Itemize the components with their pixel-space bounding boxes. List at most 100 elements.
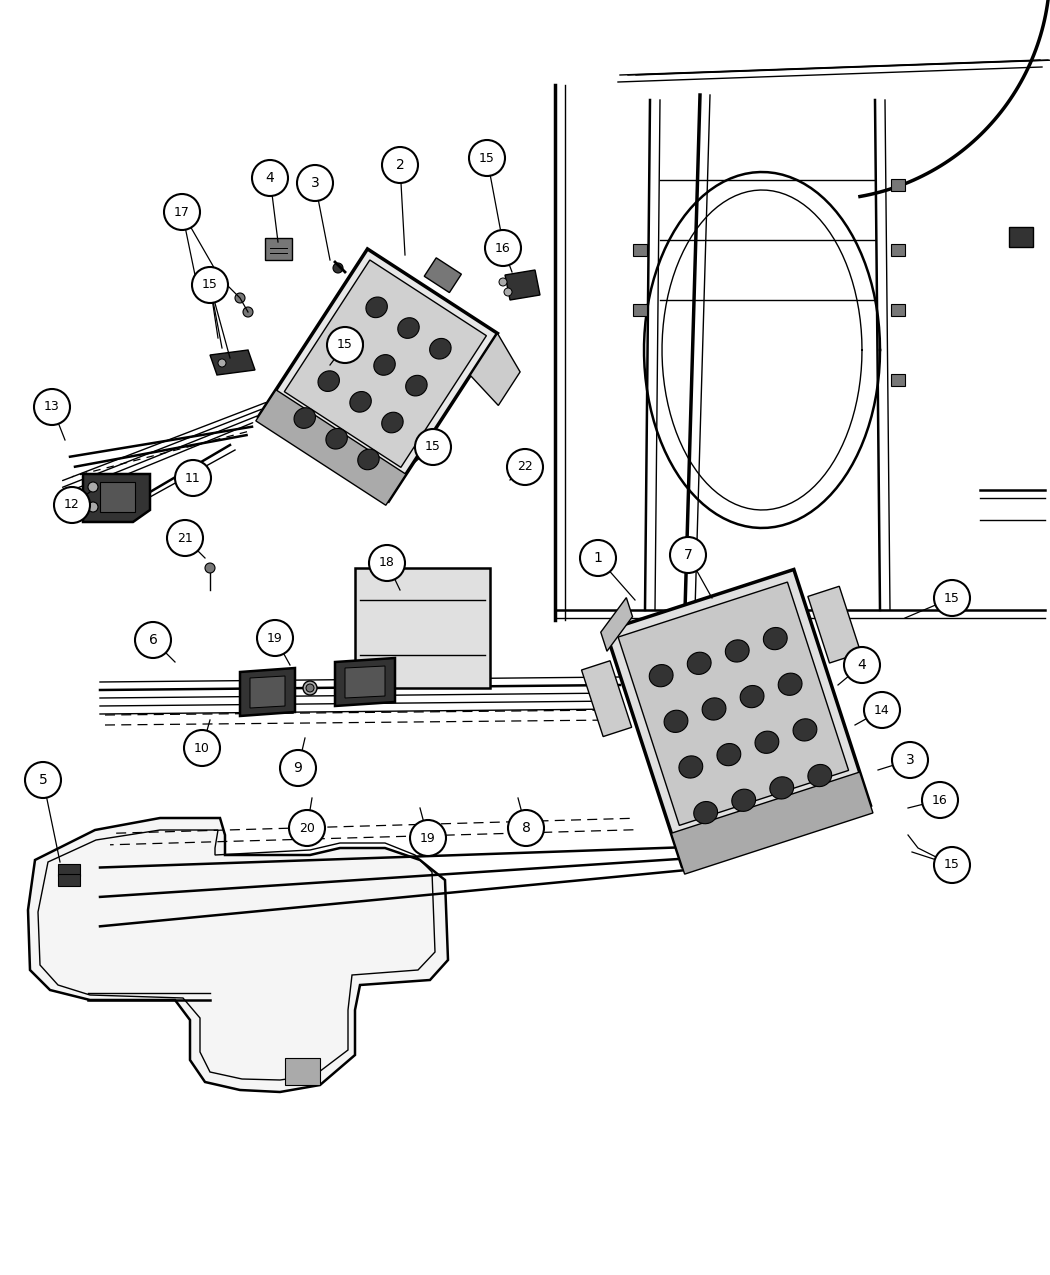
Polygon shape: [256, 390, 406, 505]
Ellipse shape: [702, 697, 726, 720]
Polygon shape: [58, 873, 80, 886]
Ellipse shape: [374, 354, 395, 375]
Text: 2: 2: [396, 158, 404, 172]
Ellipse shape: [382, 412, 403, 432]
Circle shape: [844, 646, 880, 683]
Ellipse shape: [350, 391, 372, 412]
Ellipse shape: [365, 297, 387, 317]
Circle shape: [25, 762, 61, 798]
Text: 5: 5: [39, 773, 47, 787]
Text: 15: 15: [337, 338, 353, 352]
Polygon shape: [606, 570, 870, 867]
Polygon shape: [807, 586, 861, 663]
Ellipse shape: [664, 710, 688, 732]
Text: 7: 7: [684, 548, 692, 562]
Text: 10: 10: [194, 742, 210, 755]
Polygon shape: [285, 260, 486, 468]
Polygon shape: [582, 660, 632, 737]
Ellipse shape: [405, 375, 427, 397]
Ellipse shape: [294, 408, 315, 428]
Text: 20: 20: [299, 821, 315, 835]
Ellipse shape: [398, 317, 419, 338]
Ellipse shape: [770, 776, 794, 799]
Circle shape: [54, 487, 90, 523]
Polygon shape: [258, 249, 498, 501]
Polygon shape: [210, 351, 255, 375]
Circle shape: [280, 750, 316, 785]
Ellipse shape: [694, 802, 717, 824]
Circle shape: [508, 810, 544, 847]
Polygon shape: [505, 270, 540, 300]
Polygon shape: [424, 258, 461, 292]
Text: 21: 21: [177, 532, 193, 544]
Polygon shape: [671, 773, 873, 875]
Text: 4: 4: [858, 658, 866, 672]
Ellipse shape: [717, 743, 741, 766]
Circle shape: [218, 360, 226, 367]
Circle shape: [34, 389, 70, 425]
Circle shape: [243, 307, 253, 317]
Circle shape: [164, 194, 200, 229]
Ellipse shape: [726, 640, 749, 662]
Circle shape: [469, 140, 505, 176]
Text: 16: 16: [496, 241, 511, 255]
Circle shape: [306, 683, 314, 692]
Text: 15: 15: [944, 858, 960, 872]
Circle shape: [297, 164, 333, 201]
Circle shape: [135, 622, 171, 658]
FancyBboxPatch shape: [633, 244, 647, 256]
FancyBboxPatch shape: [891, 374, 905, 386]
Text: 15: 15: [202, 278, 218, 292]
Text: 11: 11: [185, 472, 201, 484]
Circle shape: [252, 159, 288, 196]
Ellipse shape: [679, 756, 702, 778]
Polygon shape: [601, 598, 632, 652]
Circle shape: [175, 460, 211, 496]
Ellipse shape: [326, 428, 348, 449]
Circle shape: [192, 266, 228, 303]
Text: 15: 15: [479, 152, 495, 164]
Polygon shape: [285, 1058, 320, 1085]
FancyBboxPatch shape: [891, 244, 905, 256]
Polygon shape: [470, 333, 520, 405]
Polygon shape: [355, 567, 490, 688]
Circle shape: [289, 810, 326, 847]
Circle shape: [934, 580, 970, 616]
Ellipse shape: [755, 731, 779, 754]
Ellipse shape: [740, 686, 764, 708]
Circle shape: [922, 782, 958, 819]
Text: 13: 13: [44, 400, 60, 413]
Ellipse shape: [793, 719, 817, 741]
Ellipse shape: [358, 449, 379, 469]
Text: 12: 12: [64, 499, 80, 511]
Polygon shape: [83, 474, 150, 521]
Circle shape: [934, 847, 970, 884]
Circle shape: [333, 263, 343, 273]
Circle shape: [504, 288, 512, 296]
Text: 6: 6: [148, 632, 158, 646]
Text: 16: 16: [932, 793, 948, 807]
Polygon shape: [335, 658, 395, 706]
Circle shape: [864, 692, 900, 728]
Polygon shape: [100, 482, 135, 513]
Circle shape: [670, 537, 706, 572]
Text: 22: 22: [517, 460, 532, 473]
Text: 17: 17: [174, 205, 190, 218]
Circle shape: [327, 326, 363, 363]
Text: 8: 8: [522, 821, 530, 835]
Polygon shape: [618, 583, 848, 825]
Polygon shape: [28, 819, 448, 1091]
Text: 18: 18: [379, 556, 395, 570]
Circle shape: [184, 731, 220, 766]
Polygon shape: [250, 676, 285, 708]
Text: 19: 19: [420, 831, 436, 844]
Circle shape: [892, 742, 928, 778]
Circle shape: [257, 620, 293, 657]
Text: 1: 1: [593, 551, 603, 565]
Ellipse shape: [429, 338, 452, 360]
Ellipse shape: [778, 673, 802, 695]
Circle shape: [88, 482, 98, 492]
Circle shape: [303, 681, 317, 695]
Polygon shape: [265, 238, 292, 260]
Text: 15: 15: [944, 592, 960, 604]
